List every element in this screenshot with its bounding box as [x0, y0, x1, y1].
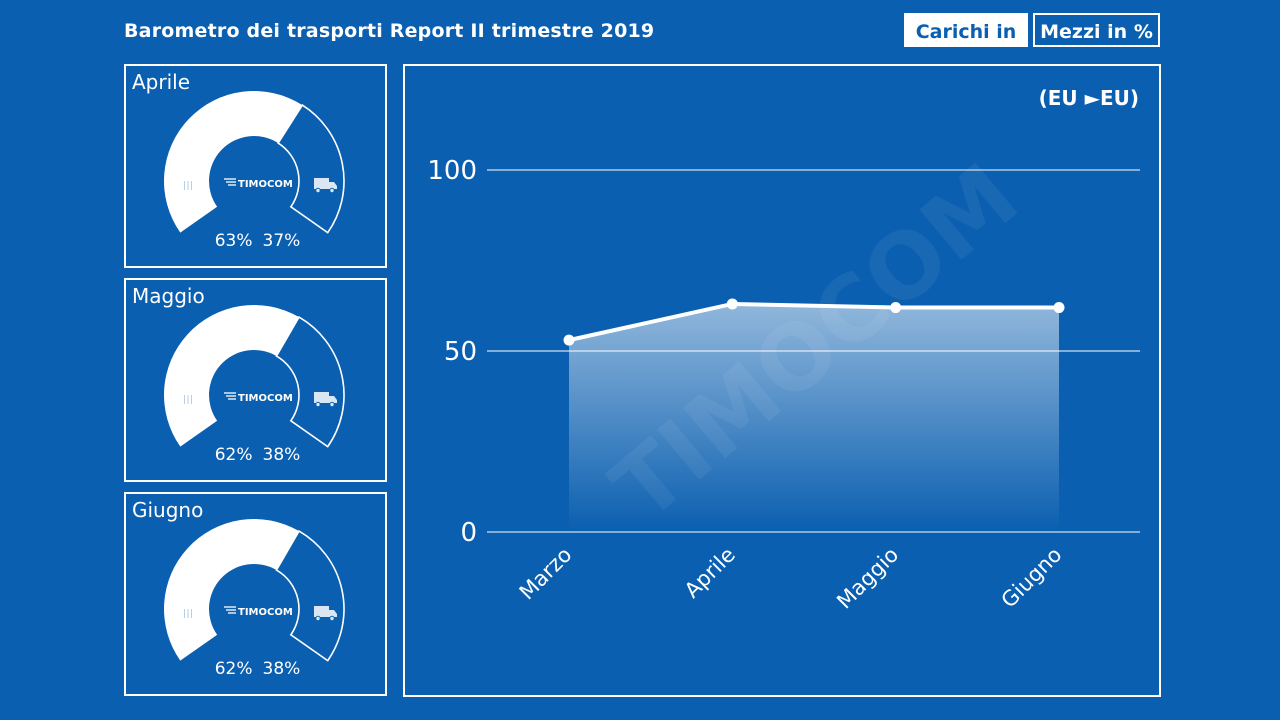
pallet-icon [180, 608, 196, 623]
loads-arc [163, 90, 303, 233]
gauge-panel-may: Maggio TIMOCOM 62% 38% [124, 278, 387, 482]
trucks-percentage: 37% [262, 231, 301, 251]
loads-arc [164, 305, 299, 447]
loads-arc [164, 519, 299, 661]
gauge-chart: TIMOCOM [164, 519, 345, 662]
brand-text: TIMOCOM [238, 179, 293, 190]
x-tick-label: Marzo [515, 543, 577, 605]
y-tick-label: 0 [460, 518, 477, 548]
data-point [890, 302, 902, 314]
gauge-month-label: Maggio [132, 284, 205, 308]
data-point [563, 334, 575, 346]
scope-label: (EU ►EU) [1038, 86, 1139, 110]
gauge-chart: TIMOCOM [163, 90, 345, 234]
loads-percentage: 62% [214, 445, 253, 465]
pallet-icon [180, 394, 196, 409]
truck-icon [314, 606, 337, 622]
pallet-icon [180, 180, 196, 195]
gauge-panel-june: Giugno TIMOCOM 62% 38% [124, 492, 387, 696]
trucks-percentage: 38% [262, 445, 301, 465]
brand-text: TIMOCOM [238, 393, 293, 404]
timocom-logo-icon [224, 392, 236, 400]
truck-icon [314, 392, 337, 408]
legend-trucks-button[interactable]: Mezzi in % [1033, 13, 1160, 47]
gauge-percentages: 62% 38% [126, 445, 389, 465]
gauge-chart: TIMOCOM [164, 305, 345, 448]
y-tick-label: 50 [444, 337, 477, 367]
gauge-percentages: 62% 38% [126, 659, 389, 679]
truck-icon [314, 178, 337, 194]
gauge-month-label: Aprile [132, 70, 191, 94]
gauge-month-label: Giugno [132, 498, 204, 522]
loads-percentage: 62% [214, 659, 253, 679]
data-point [1053, 302, 1065, 314]
timocom-logo-icon [224, 178, 236, 186]
brand-text: TIMOCOM [238, 607, 293, 618]
y-tick-label: 100 [427, 156, 477, 186]
page-title: Barometro dei trasporti Report II trimes… [124, 20, 655, 42]
gauge-panel-april: Aprile TIMOCOM 63% 37% [124, 64, 387, 268]
timocom-logo-icon [224, 606, 236, 614]
trucks-arc [275, 315, 345, 448]
series-line [568, 301, 1059, 343]
trucks-percentage: 38% [262, 659, 301, 679]
x-tick-label: Giugno [997, 543, 1067, 613]
legend-loads-button[interactable]: Carichi in % [904, 13, 1028, 77]
series-area [569, 303, 1059, 532]
x-tick-label: Maggio [832, 543, 903, 614]
trucks-arc [275, 529, 345, 662]
gauge-percentages: 63% 37% [126, 231, 389, 251]
x-tick-label: Aprile [680, 543, 740, 603]
data-point [726, 298, 738, 310]
line-chart-panel: (EU ►EU) TIMOCOM 050100MarzoAprileMaggio… [403, 64, 1161, 697]
loads-percentage: 63% [214, 231, 253, 251]
trucks-arc [277, 103, 345, 234]
